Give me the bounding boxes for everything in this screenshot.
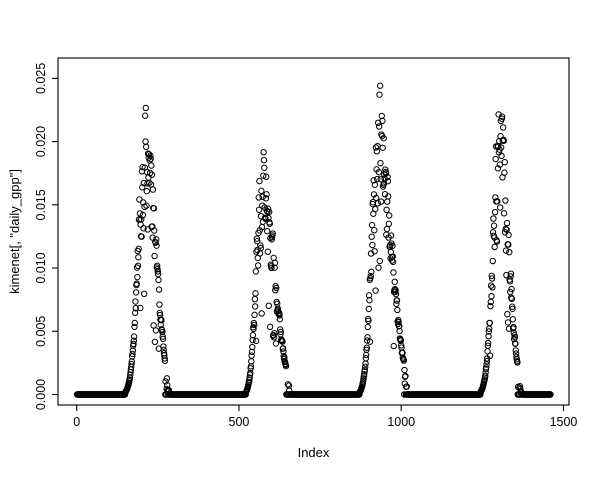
y-tick-label: 0.025 <box>34 63 48 94</box>
y-tick-label: 0.020 <box>34 126 48 157</box>
x-tick-label: 500 <box>229 415 250 429</box>
x-tick-label: 0 <box>73 415 80 429</box>
y-axis-ticks: 0.000 0.005 0.010 0.015 0.020 0.025 <box>34 63 58 410</box>
plot-box <box>57 57 570 406</box>
y-tick-label: 0.000 <box>34 379 48 410</box>
y-tick-label: 0.015 <box>34 189 48 220</box>
x-tick-label: 1500 <box>550 415 578 429</box>
x-axis-ticks: 0 500 1000 1500 <box>73 405 577 429</box>
x-axis-label: Index <box>298 445 330 460</box>
x-tick-label: 1000 <box>387 415 415 429</box>
y-tick-label: 0.010 <box>34 252 48 283</box>
y-axis-label: kimenet[, "daily_gpp"] <box>7 169 22 294</box>
data-points <box>73 82 554 398</box>
y-tick-label: 0.005 <box>34 316 48 347</box>
